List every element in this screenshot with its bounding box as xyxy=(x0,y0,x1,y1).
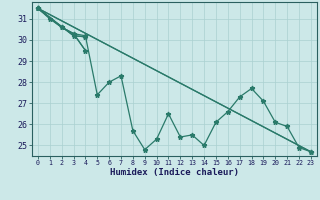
X-axis label: Humidex (Indice chaleur): Humidex (Indice chaleur) xyxy=(110,168,239,177)
